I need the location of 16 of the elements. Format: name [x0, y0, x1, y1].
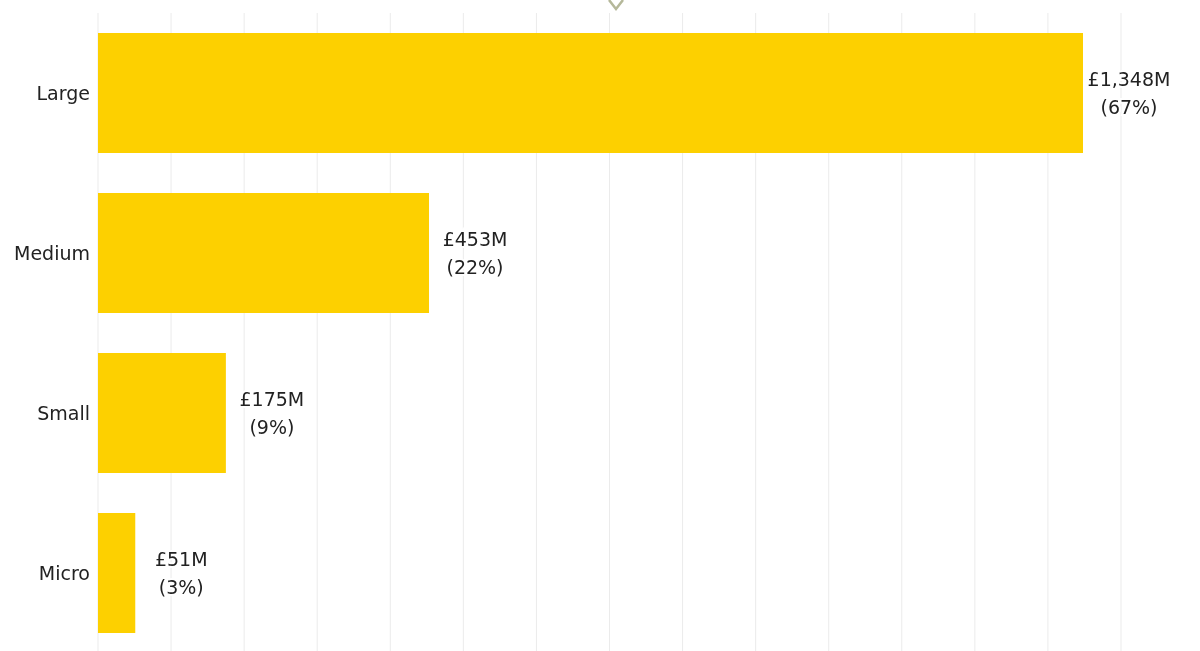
bar [98, 33, 1083, 153]
y-tick-label: Small [37, 401, 90, 424]
data-label: £453M [442, 227, 508, 250]
annotation: (67%) [1100, 95, 1158, 118]
bar [98, 353, 226, 473]
data-label: £1,348M [1087, 67, 1171, 90]
data-label: £175M [239, 387, 305, 410]
annotation: (3%) [158, 575, 204, 598]
bar [98, 513, 136, 633]
y-tick-label: Micro [38, 561, 90, 584]
bar [98, 193, 430, 313]
data-label: £51M [154, 547, 208, 570]
annotation: (9%) [249, 415, 295, 438]
y-tick-label: Large [36, 81, 90, 104]
y-tick-label: Medium [14, 241, 90, 264]
annotation: (22%) [446, 255, 504, 278]
